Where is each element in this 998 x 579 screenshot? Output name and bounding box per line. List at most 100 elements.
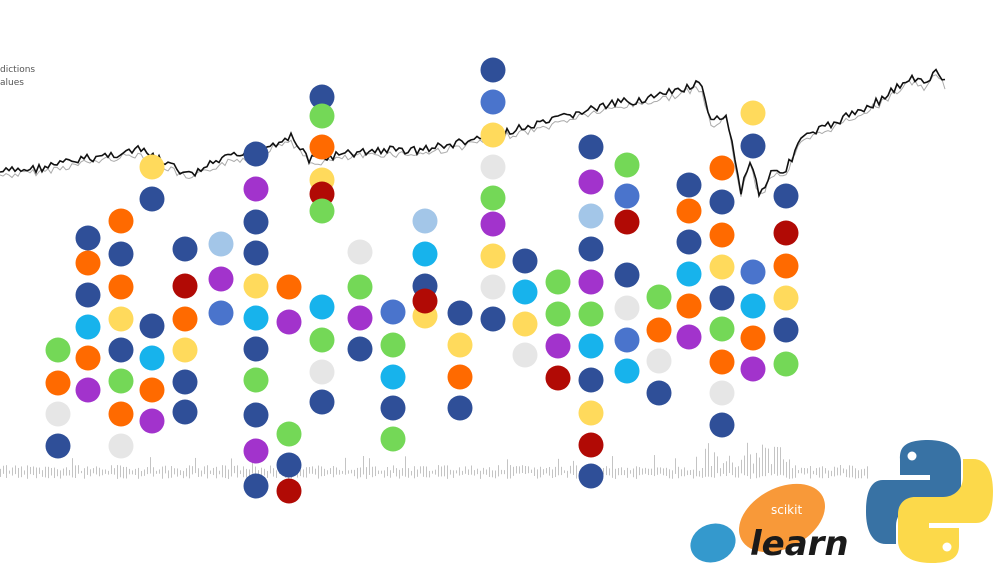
volume-bar xyxy=(45,466,46,478)
volume-bar xyxy=(39,467,40,474)
volume-bar xyxy=(327,470,328,475)
volume-bar xyxy=(747,442,748,477)
volume-bar xyxy=(450,469,451,475)
dot-cyan xyxy=(309,294,335,320)
volume-bar xyxy=(684,467,685,477)
dot-yellow xyxy=(480,243,506,269)
volume-bar xyxy=(405,456,406,477)
volume-bar xyxy=(180,470,181,476)
dot-navy xyxy=(108,337,134,363)
dot-gray xyxy=(512,342,538,368)
volume-bar xyxy=(717,456,718,474)
volume-bar xyxy=(18,467,19,478)
volume-bar xyxy=(27,465,28,479)
volume-bar xyxy=(114,468,115,475)
dot-navy xyxy=(309,84,335,110)
dot-green xyxy=(276,421,302,447)
volume-bar xyxy=(429,470,430,478)
volume-bar xyxy=(384,470,385,478)
dot-navy xyxy=(276,452,302,478)
volume-bar xyxy=(261,467,262,476)
volume-bar xyxy=(153,467,154,477)
volume-bar xyxy=(741,459,742,474)
dot-orange xyxy=(75,345,101,371)
volume-bar xyxy=(390,470,391,478)
volume-bar xyxy=(714,452,715,478)
volume-bar xyxy=(618,468,619,476)
dot-orange xyxy=(276,274,302,300)
dot-gray xyxy=(480,274,506,300)
volume-bar xyxy=(357,467,358,479)
volume-bar xyxy=(645,467,646,474)
volume-bar xyxy=(111,465,112,475)
dot-yellow xyxy=(243,273,269,299)
dot-navy xyxy=(243,473,269,499)
volume-bar xyxy=(36,467,37,479)
volume-bar xyxy=(318,465,319,479)
dot-orange xyxy=(139,377,165,403)
dot-purple xyxy=(740,356,766,382)
volume-bar xyxy=(102,469,103,476)
volume-bar xyxy=(135,468,136,475)
volume-bar xyxy=(165,465,166,474)
dot-blue xyxy=(208,300,234,326)
volume-bar xyxy=(90,469,91,477)
volume-bar xyxy=(627,467,628,478)
volume-bar xyxy=(198,468,199,477)
volume-bar xyxy=(621,467,622,476)
volume-bar xyxy=(393,465,394,474)
dot-navy xyxy=(172,369,198,395)
volume-bar xyxy=(672,470,673,479)
volume-bar xyxy=(540,466,541,478)
dot-cyan xyxy=(512,279,538,305)
volume-bar xyxy=(132,470,133,475)
volume-bar xyxy=(534,467,535,476)
volume-bar xyxy=(522,465,523,474)
dot-navy xyxy=(709,412,735,438)
volume-bar xyxy=(348,470,349,474)
scikit-learn-logo: scikit learn xyxy=(690,483,849,564)
legend-values: alues xyxy=(0,78,24,88)
volume-bar xyxy=(399,469,400,479)
dot-green xyxy=(309,103,335,129)
dot-orange xyxy=(108,208,134,234)
volume-bar xyxy=(300,470,301,477)
volume-bar xyxy=(321,466,322,477)
volume-bar xyxy=(864,468,865,476)
volume-bar xyxy=(258,470,259,477)
dot-navy xyxy=(480,306,506,332)
dot-yellow xyxy=(578,400,604,426)
volume-bar xyxy=(417,469,418,477)
dot-green xyxy=(709,316,735,342)
volume-bar xyxy=(183,470,184,479)
volume-bar xyxy=(504,470,505,475)
dot-gray xyxy=(347,239,373,265)
volume-bar xyxy=(366,467,367,479)
dot-gray xyxy=(614,295,640,321)
dot-red xyxy=(412,288,438,314)
dot-yellow xyxy=(108,306,134,332)
volume-bar xyxy=(795,465,796,478)
dot-purple xyxy=(75,377,101,403)
volume-bar xyxy=(120,465,121,478)
volume-bar xyxy=(273,468,274,477)
volume-bar xyxy=(660,467,661,474)
dot-navy xyxy=(45,433,71,459)
volume-bar xyxy=(168,470,169,479)
dot-yellow xyxy=(773,285,799,311)
volume-bar xyxy=(720,468,721,477)
volume-bar xyxy=(789,459,790,479)
volume-bar xyxy=(423,466,424,477)
dot-light_blue xyxy=(208,231,234,257)
volume-bar xyxy=(438,465,439,477)
volume-bar xyxy=(267,470,268,478)
dot-navy xyxy=(676,229,702,255)
dot-red xyxy=(614,209,640,235)
python-logo xyxy=(866,440,993,563)
volume-bar xyxy=(774,446,775,474)
volume-bar xyxy=(264,468,265,476)
volume-bar xyxy=(339,469,340,475)
volume-bar xyxy=(858,470,859,479)
dot-navy xyxy=(447,395,473,421)
volume-bar xyxy=(315,468,316,475)
